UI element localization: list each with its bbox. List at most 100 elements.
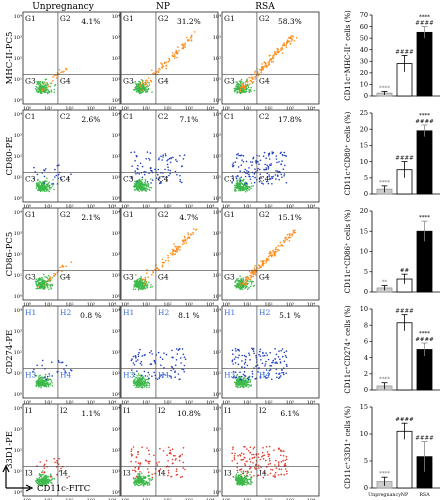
log-tick-label: 10⁰ [14, 196, 22, 202]
scatter-dot [134, 483, 136, 485]
scatter-dot [150, 80, 152, 82]
scatter-dot [274, 174, 277, 176]
scatter-dot [269, 351, 272, 354]
scatter-dot [148, 474, 151, 477]
scatter-dot [42, 90, 45, 93]
scatter-dot [278, 464, 280, 467]
scatter-dot [237, 384, 240, 387]
log-tick-label: 10³ [286, 400, 294, 406]
gate-label: G4 [158, 273, 169, 282]
scatter-dot [254, 78, 256, 80]
scatter-dot [130, 460, 132, 463]
scatter-dot [269, 250, 271, 253]
scatter-dot [46, 383, 49, 385]
scatter-dot [46, 379, 48, 382]
scatter-dot [283, 241, 285, 244]
bar-tick-label: 10 [360, 430, 368, 438]
scatter-dot [52, 185, 54, 187]
scatter-dots [32, 359, 73, 389]
scatter-dot [44, 484, 47, 487]
log-tick-label: 10² [163, 204, 171, 210]
scatter-dot [41, 376, 44, 379]
scatter-dot [48, 184, 51, 186]
scatter-dot [136, 90, 139, 92]
scatter-dot [47, 274, 50, 277]
scatter-dot [156, 267, 158, 269]
scatter-dot [47, 182, 50, 185]
scatter-dot [150, 169, 152, 172]
scatter-dot [141, 384, 144, 386]
scatter-dot [140, 475, 142, 478]
scatter-dot [269, 54, 271, 57]
scatter-dot [237, 277, 239, 280]
scatter-dot [170, 453, 172, 455]
scatter-dot [70, 261, 73, 264]
log-tick-label: 10³ [213, 329, 221, 335]
log-tick-label: 10² [163, 400, 171, 406]
log-tick-label: 10³ [112, 329, 120, 335]
scatter-dot [42, 380, 44, 383]
scatter-dot [275, 155, 278, 157]
scatter-dot [236, 90, 238, 93]
log-tick-label: 10¹ [213, 77, 221, 83]
scatter-dot [133, 151, 136, 153]
scatter-dot [243, 189, 245, 191]
scatter-dot [157, 173, 159, 176]
scatter-dot [138, 374, 140, 377]
scatter-dot [134, 355, 137, 357]
log-tick-label: 10⁰ [14, 294, 22, 300]
scatter-dot [137, 278, 139, 281]
scatter-dot [172, 250, 175, 252]
scatter-dot [134, 477, 137, 480]
scatter-dot [161, 63, 163, 65]
scatter-dot [35, 278, 38, 281]
scatter-dot [161, 258, 164, 261]
scatter-dot [138, 85, 141, 87]
scatter-dot [269, 462, 272, 465]
scatter-dot [35, 374, 38, 377]
scatter-dots [234, 229, 296, 291]
scatter-dot [70, 173, 72, 175]
scatter-dot [250, 275, 252, 277]
scatter-dot [254, 272, 256, 275]
scatter-dot [274, 471, 277, 474]
scatter-dot [241, 188, 243, 191]
scatter-dot [140, 78, 143, 81]
scatter-dot [136, 379, 138, 382]
log-tick-label: 10² [264, 498, 272, 500]
scatter-dot [176, 51, 179, 54]
quadrant-percent: 58.3% [278, 17, 302, 26]
scatter-dot [259, 377, 262, 379]
scatter-dot [158, 470, 160, 473]
log-tick-label: 10¹ [142, 204, 150, 210]
scatter-dot [182, 461, 185, 464]
scatter-dot [278, 468, 281, 471]
scatter-dot [261, 455, 263, 458]
scatter-dot [48, 476, 50, 478]
scatter-dot [137, 462, 140, 464]
scatter-dot [140, 276, 142, 278]
gate-label: G3 [25, 273, 36, 282]
scatter-dot [35, 480, 37, 482]
log-tick-label: 10⁰ [23, 204, 31, 210]
scatter-dot [48, 373, 50, 375]
log-tick-label: 10⁴ [108, 106, 116, 112]
scatter-dot [55, 74, 57, 77]
log-tick-label: 10⁰ [23, 106, 31, 112]
scatter-dot [270, 163, 272, 165]
scatter-dot [48, 385, 50, 388]
log-tick-label: 10² [112, 350, 120, 356]
gate-label: H1 [224, 308, 235, 317]
scatter-dot [258, 180, 261, 183]
gate-label: H4 [259, 371, 271, 380]
scatter-dot [251, 164, 253, 167]
scatter-dot [136, 181, 138, 183]
gate-label: H4 [158, 371, 170, 380]
bar-chart: CD11c⁺CD80⁺ cells (%) 0510152025****####*… [344, 109, 440, 198]
log-tick-label: 10¹ [243, 498, 251, 500]
scatter-dot [181, 475, 183, 478]
scatter-dot [140, 375, 142, 378]
scatter-dot [265, 446, 268, 448]
scatter-dot [248, 167, 250, 169]
